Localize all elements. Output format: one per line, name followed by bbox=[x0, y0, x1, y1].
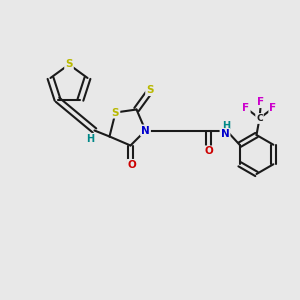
Text: H: H bbox=[86, 134, 94, 144]
Text: O: O bbox=[204, 146, 213, 157]
Text: F: F bbox=[257, 97, 265, 107]
Text: N: N bbox=[220, 129, 230, 139]
Text: H: H bbox=[222, 121, 231, 131]
Text: S: S bbox=[146, 85, 154, 95]
Text: S: S bbox=[112, 107, 119, 118]
Text: S: S bbox=[65, 59, 73, 70]
Text: O: O bbox=[128, 160, 136, 170]
Text: F: F bbox=[242, 103, 250, 113]
Text: C: C bbox=[256, 114, 263, 123]
Text: F: F bbox=[269, 103, 277, 113]
Text: N: N bbox=[141, 125, 150, 136]
